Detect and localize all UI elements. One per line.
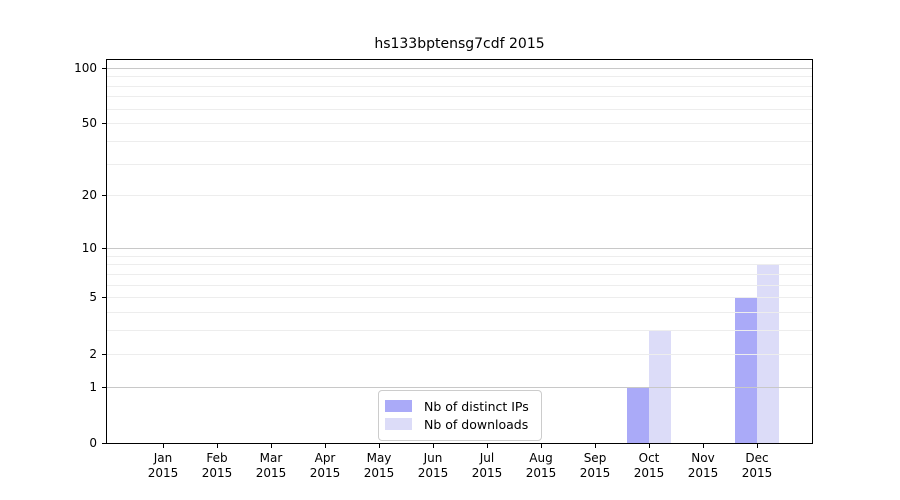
y-axis-tick-label: 50	[81, 116, 97, 130]
gridline-major	[107, 68, 812, 69]
y-axis-tick-label: 2	[89, 347, 97, 361]
x-axis-tick-label: Sep 2015	[579, 451, 611, 480]
y-axis-tick	[102, 443, 107, 444]
legend-item-label: Nb of distinct IPs	[424, 398, 529, 414]
y-axis-tick-label: 20	[81, 188, 97, 202]
y-axis-tick-label: 10	[81, 241, 97, 255]
bar-downloads	[649, 330, 671, 443]
y-axis-tick-label: 100	[74, 61, 97, 75]
y-axis-tick	[102, 68, 107, 69]
y-axis-tick-label: 1	[89, 380, 97, 394]
plot-area: Nb of distinct IPs Nb of downloads 0 1 2 5 10…	[74, 59, 813, 480]
x-axis-tick-label: Dec 2015	[741, 451, 773, 480]
x-axis-tick	[271, 443, 272, 448]
x-axis-tick-label: Jun 2015	[417, 451, 449, 480]
gridline-minor	[107, 123, 812, 124]
gridline-minor	[107, 274, 812, 275]
x-axis-tick-label: Jul 2015	[471, 451, 503, 480]
gridline-minor	[107, 354, 812, 355]
x-axis-tick	[757, 443, 758, 448]
x-axis-tick	[325, 443, 326, 448]
legend-item-label: Nb of downloads	[424, 416, 529, 432]
gridline-minor	[107, 76, 812, 77]
bar-distinct-ips	[627, 386, 649, 443]
x-axis-tick	[163, 443, 164, 448]
gridline-minor	[107, 195, 812, 196]
chart-title: hs133bptensg7cdf 2015	[374, 36, 545, 52]
gridline-major	[107, 387, 812, 388]
x-axis-tick-label: Oct 2015	[633, 451, 665, 480]
x-axis-tick	[541, 443, 542, 448]
legend-item: Nb of downloads	[385, 415, 533, 433]
x-axis-tick	[379, 443, 380, 448]
bar-downloads	[757, 264, 779, 443]
gridline-minor	[107, 256, 812, 257]
y-axis-tick	[102, 297, 107, 298]
gridline-minor	[107, 330, 812, 331]
gridline-minor	[107, 297, 812, 298]
x-axis-tick	[487, 443, 488, 448]
gridline-minor	[107, 312, 812, 313]
x-axis-tick-label: May 2015	[363, 451, 395, 480]
legend-swatch-downloads	[385, 418, 412, 430]
gridline-major	[107, 248, 812, 249]
x-axis-tick-label: Jan 2015	[147, 451, 179, 480]
y-axis-tick	[102, 354, 107, 355]
legend-swatch-distinct-ips	[385, 400, 412, 412]
gridline-minor	[107, 109, 812, 110]
x-axis-tick-label: Apr 2015	[309, 451, 341, 480]
y-axis-tick	[102, 195, 107, 196]
gridline-minor	[107, 164, 812, 165]
y-axis-tick	[102, 123, 107, 124]
x-axis-tick	[703, 443, 704, 448]
x-axis-tick-label: Aug 2015	[525, 451, 557, 480]
x-axis-tick	[595, 443, 596, 448]
gridline-minor	[107, 141, 812, 142]
x-axis-tick-label: Nov 2015	[687, 451, 719, 480]
legend-item: Nb of distinct IPs	[385, 397, 533, 415]
gridline-minor	[107, 86, 812, 87]
x-axis-tick	[433, 443, 434, 448]
y-axis-tick	[102, 387, 107, 388]
gridline-minor	[107, 264, 812, 265]
bar-distinct-ips	[735, 297, 757, 443]
x-axis-tick-label: Feb 2015	[201, 451, 233, 480]
gridline-minor	[107, 285, 812, 286]
y-axis-tick-label: 5	[89, 290, 97, 304]
x-axis-tick	[217, 443, 218, 448]
gridline-minor	[107, 96, 812, 97]
y-axis-tick-label: 0	[89, 436, 97, 450]
x-axis-tick	[649, 443, 650, 448]
legend: Nb of distinct IPs Nb of downloads	[378, 390, 542, 441]
y-axis-tick	[102, 248, 107, 249]
x-axis-tick-label: Mar 2015	[255, 451, 287, 480]
